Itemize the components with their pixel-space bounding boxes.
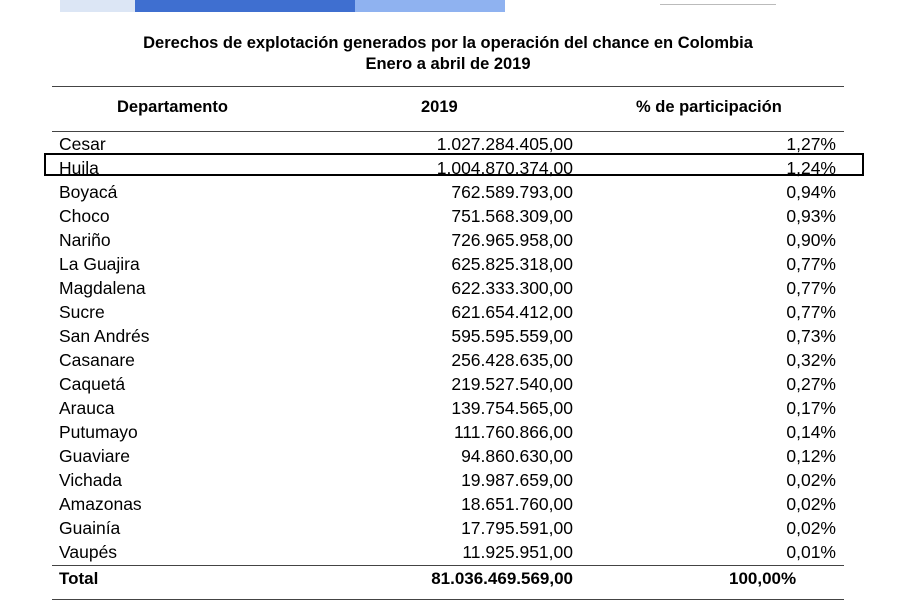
- row-value: 762.589.793,00: [451, 182, 573, 202]
- row-value: 111.760.866,00: [453, 422, 573, 442]
- row-percentage: 0,02%: [786, 494, 836, 514]
- row-value: 19.987.659,00: [461, 470, 573, 490]
- row-percentage: 0,77%: [786, 278, 836, 298]
- row-value: 726.965.958,00: [451, 230, 573, 250]
- total-percentage: 100,00%: [729, 569, 797, 588]
- total-value: 81.036.469.569,00: [431, 569, 573, 588]
- row-percentage: 0,01%: [786, 542, 836, 562]
- table-row: La Guajira 625.825.318,00 0,77%: [52, 252, 844, 276]
- row-value: 256.428.635,00: [451, 350, 573, 370]
- row-department: Guaviare: [59, 446, 131, 466]
- row-percentage: 0,02%: [786, 518, 836, 538]
- table-row: Vaupés 11.925.951,00 0,01%: [52, 540, 844, 564]
- row-department: Sucre: [59, 302, 105, 322]
- row-department: Magdalena: [59, 278, 146, 298]
- row-percentage: 1,24%: [786, 158, 836, 178]
- top-right-decoration: [660, 0, 776, 5]
- top-bar-segment-light: [60, 0, 135, 12]
- row-department: Vaupés: [59, 542, 118, 562]
- row-percentage: 0,77%: [786, 302, 836, 322]
- table-bottom-rule: [52, 599, 844, 600]
- table-row: Casanare 256.428.635,00 0,32%: [52, 348, 844, 372]
- row-department: Caquetá: [59, 374, 126, 394]
- row-percentage: 0,12%: [786, 446, 836, 466]
- row-department: Cesar: [59, 134, 106, 154]
- row-percentage: 0,17%: [786, 398, 836, 418]
- table-row: Putumayo 111.760.866,00 0,14%: [52, 420, 844, 444]
- table-row: Boyacá 762.589.793,00 0,94%: [52, 180, 844, 204]
- table-row: Nariño 726.965.958,00 0,90%: [52, 228, 844, 252]
- row-value: 139.754.565,00: [451, 398, 573, 418]
- title-line-1: Derechos de explotación generados por la…: [143, 34, 753, 52]
- row-department: Nariño: [59, 230, 111, 250]
- total-label: Total: [59, 569, 99, 588]
- row-percentage: 0,93%: [786, 206, 836, 226]
- header-participation: % de participación: [636, 98, 782, 116]
- row-value: 595.595.559,00: [451, 326, 573, 346]
- table-row: Vichada 19.987.659,00 0,02%: [52, 468, 844, 492]
- row-department: Putumayo: [59, 422, 138, 442]
- row-department: Boyacá: [59, 182, 118, 202]
- header-year: 2019: [421, 98, 458, 116]
- table-row: Guaviare 94.860.630,00 0,12%: [52, 444, 844, 468]
- row-percentage: 0,73%: [786, 326, 836, 346]
- row-percentage: 0,77%: [786, 254, 836, 274]
- row-value: 1.004.870.374,00: [436, 158, 573, 178]
- row-percentage: 0,02%: [786, 470, 836, 490]
- row-value: 625.825.318,00: [451, 254, 573, 274]
- table-row: Caquetá 219.527.540,00 0,27%: [52, 372, 844, 396]
- row-value: 622.333.300,00: [451, 278, 573, 298]
- top-bar-segment-medium: [355, 0, 505, 12]
- table-row: San Andrés 595.595.559,00 0,73%: [52, 324, 844, 348]
- row-department: Choco: [59, 206, 110, 226]
- row-value: 1.027.284.405,00: [436, 134, 573, 154]
- total-row: Total 81.036.469.569,00 100,00%: [52, 567, 844, 591]
- table-row: Magdalena 622.333.300,00 0,77%: [52, 276, 844, 300]
- row-value: 94.860.630,00: [461, 446, 573, 466]
- header-bottom-rule: [52, 131, 844, 132]
- row-value: 11.925.951,00: [462, 542, 573, 562]
- row-department: Vichada: [59, 470, 122, 490]
- table-row: Amazonas 18.651.760,00 0,02%: [52, 492, 844, 516]
- row-department: Guainía: [59, 518, 121, 538]
- row-value: 219.527.540,00: [451, 374, 573, 394]
- table-row: Sucre 621.654.412,00 0,77%: [52, 300, 844, 324]
- row-percentage: 0,94%: [786, 182, 836, 202]
- top-color-bar: [60, 0, 505, 12]
- header-departamento: Departamento: [117, 98, 228, 116]
- table-row: Huila 1.004.870.374,00 1,24%: [52, 156, 844, 180]
- table-row: Cesar 1.027.284.405,00 1,27%: [52, 132, 844, 156]
- title-line-2: Enero a abril de 2019: [365, 55, 531, 73]
- total-top-rule: [52, 565, 844, 566]
- row-percentage: 0,27%: [786, 374, 836, 394]
- highlight-box-huila: [44, 153, 864, 176]
- table-title: Derechos de explotación generados por la…: [0, 33, 896, 75]
- row-value: 17.795.591,00: [461, 518, 573, 538]
- row-department: San Andrés: [59, 326, 150, 346]
- row-department: Arauca: [59, 398, 115, 418]
- header-top-rule: [52, 86, 844, 87]
- row-department: Casanare: [59, 350, 135, 370]
- table-row: Arauca 139.754.565,00 0,17%: [52, 396, 844, 420]
- row-percentage: 0,90%: [786, 230, 836, 250]
- table-row: Choco 751.568.309,00 0,93%: [52, 204, 844, 228]
- row-department: Huila: [59, 158, 99, 178]
- row-value: 751.568.309,00: [451, 206, 573, 226]
- row-percentage: 1,27%: [786, 134, 836, 154]
- row-value: 621.654.412,00: [451, 302, 573, 322]
- row-percentage: 0,14%: [786, 422, 836, 442]
- table-row: Guainía 17.795.591,00 0,02%: [52, 516, 844, 540]
- row-department: La Guajira: [59, 254, 140, 274]
- row-percentage: 0,32%: [786, 350, 836, 370]
- row-department: Amazonas: [59, 494, 142, 514]
- row-value: 18.651.760,00: [461, 494, 573, 514]
- top-bar-segment-dark: [135, 0, 355, 12]
